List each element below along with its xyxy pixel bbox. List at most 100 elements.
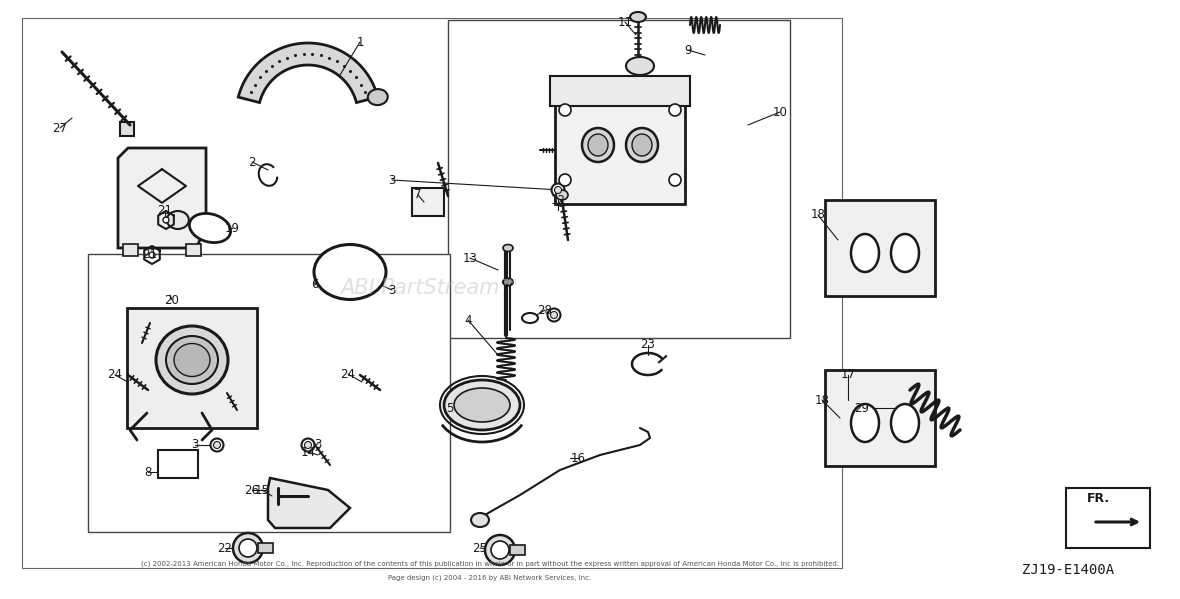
Text: 13: 13 (463, 252, 478, 265)
Text: 23: 23 (641, 338, 655, 352)
Ellipse shape (368, 89, 388, 105)
Ellipse shape (503, 279, 513, 286)
Text: 19: 19 (224, 222, 240, 234)
Text: 5: 5 (446, 401, 453, 415)
Ellipse shape (555, 186, 562, 193)
Ellipse shape (551, 311, 557, 319)
Ellipse shape (232, 533, 263, 563)
Ellipse shape (190, 213, 230, 243)
Text: 10: 10 (773, 105, 787, 119)
Text: 28: 28 (538, 304, 552, 316)
Ellipse shape (214, 441, 221, 449)
Text: 22: 22 (217, 541, 232, 555)
Polygon shape (238, 43, 378, 102)
Polygon shape (118, 148, 206, 248)
Ellipse shape (156, 326, 228, 394)
Text: 7: 7 (414, 189, 421, 201)
Text: 20: 20 (164, 294, 179, 307)
Bar (412, 188, 444, 216)
Ellipse shape (454, 388, 510, 422)
Ellipse shape (851, 234, 879, 272)
Ellipse shape (630, 12, 645, 22)
Circle shape (559, 174, 571, 186)
Text: 8: 8 (144, 465, 152, 479)
Ellipse shape (503, 244, 513, 252)
Ellipse shape (173, 343, 210, 377)
Text: 18: 18 (811, 208, 826, 222)
Ellipse shape (166, 336, 218, 384)
Bar (88, 254, 450, 532)
Bar (123, 244, 138, 256)
Bar (127, 308, 257, 428)
Ellipse shape (149, 252, 155, 258)
Ellipse shape (891, 404, 919, 442)
Bar (120, 122, 135, 136)
Text: 12: 12 (551, 193, 565, 207)
Bar (186, 244, 201, 256)
Circle shape (669, 104, 681, 116)
Text: Page design (c) 2004 - 2016 by ABI Network Services, Inc.: Page design (c) 2004 - 2016 by ABI Netwo… (388, 575, 591, 581)
Ellipse shape (302, 438, 315, 452)
Text: 14: 14 (301, 446, 315, 458)
Ellipse shape (163, 217, 169, 223)
Text: 16: 16 (570, 452, 585, 464)
Ellipse shape (491, 541, 509, 559)
Ellipse shape (627, 57, 654, 75)
Ellipse shape (166, 211, 189, 229)
Text: 24: 24 (341, 368, 355, 380)
Bar (448, 20, 789, 338)
Circle shape (559, 104, 571, 116)
Ellipse shape (240, 539, 257, 557)
Ellipse shape (522, 313, 538, 323)
Ellipse shape (556, 190, 568, 200)
Ellipse shape (304, 441, 312, 449)
Bar (825, 200, 935, 296)
Text: 29: 29 (854, 401, 870, 415)
Bar (158, 450, 198, 478)
Ellipse shape (582, 128, 614, 162)
Text: 21: 21 (157, 204, 172, 216)
Circle shape (669, 174, 681, 186)
Ellipse shape (632, 134, 653, 156)
Ellipse shape (444, 380, 520, 430)
Text: ZJ19-E1400A: ZJ19-E1400A (1022, 563, 1114, 577)
Text: 3: 3 (388, 283, 395, 297)
Text: FR.: FR. (1087, 492, 1109, 504)
Ellipse shape (588, 134, 608, 156)
Ellipse shape (551, 183, 564, 196)
Text: (c) 2002-2013 American Honda Motor Co., Inc. Reproduction of the contents of thi: (c) 2002-2013 American Honda Motor Co., … (140, 561, 839, 567)
Text: 9: 9 (684, 44, 691, 56)
Text: 4: 4 (464, 313, 472, 326)
Ellipse shape (548, 308, 560, 322)
Ellipse shape (210, 438, 223, 452)
Text: 2: 2 (248, 156, 256, 168)
Bar (825, 370, 935, 466)
Text: ABI PartStream™: ABI PartStream™ (340, 277, 520, 298)
Ellipse shape (891, 234, 919, 272)
Text: 21: 21 (143, 249, 157, 262)
Text: 26: 26 (244, 483, 260, 497)
Polygon shape (268, 478, 350, 528)
Text: 3: 3 (314, 437, 322, 450)
Text: 11: 11 (617, 16, 632, 29)
Ellipse shape (627, 128, 658, 162)
Text: 3: 3 (191, 438, 198, 452)
Text: 6: 6 (312, 279, 319, 292)
Ellipse shape (471, 513, 489, 527)
Bar (1066, 488, 1150, 548)
Text: 15: 15 (255, 483, 269, 497)
Bar (258, 543, 273, 553)
Bar (550, 76, 690, 106)
Text: 1: 1 (356, 35, 363, 49)
Bar (555, 76, 686, 204)
Text: 25: 25 (472, 541, 487, 555)
Ellipse shape (485, 535, 514, 565)
Text: 18: 18 (814, 394, 830, 407)
Text: 17: 17 (840, 368, 856, 382)
Bar (510, 545, 525, 555)
Bar (22, 18, 843, 568)
Ellipse shape (314, 244, 386, 300)
Text: 3: 3 (388, 174, 395, 186)
Text: 24: 24 (107, 368, 123, 382)
Text: 27: 27 (52, 122, 67, 135)
